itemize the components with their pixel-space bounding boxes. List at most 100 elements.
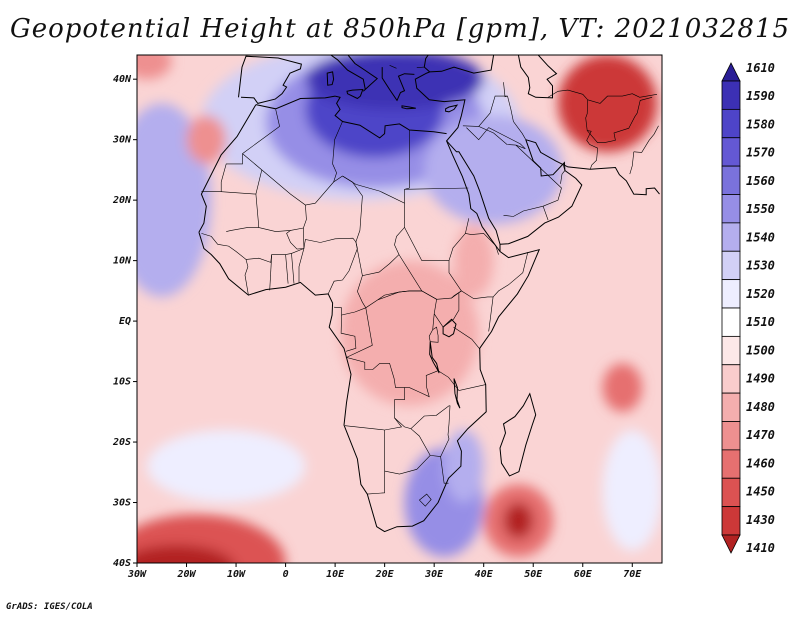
border-segment-16	[492, 252, 529, 298]
lon-tick-label: 10W	[227, 569, 246, 580]
caspian-outline	[517, 55, 558, 99]
border-segment-47	[560, 163, 566, 184]
lat-tick-label: EQ	[119, 316, 131, 327]
coastline-nw-line	[334, 95, 447, 139]
border-segment-27	[344, 307, 405, 431]
lake-tanganyika-outline	[429, 341, 440, 374]
border-segment-45	[515, 144, 562, 221]
colorbar-segment	[721, 194, 741, 224]
italy-line	[322, 55, 379, 92]
crete-outline	[401, 105, 416, 110]
colorbar-label: 1610	[746, 61, 775, 75]
colorbar-label: 1560	[746, 174, 775, 188]
colorbar-segment	[721, 506, 741, 536]
lon-tick-label: 50E	[524, 569, 543, 580]
contour-canary-low	[186, 115, 227, 164]
colorbar-segment	[721, 165, 741, 195]
border-segment-38	[440, 456, 449, 484]
map-frame	[136, 54, 663, 564]
colorbar-label: 1490	[746, 372, 775, 386]
border-segment-18	[201, 233, 249, 296]
border-segment-35	[410, 428, 441, 457]
map-axes: 30W 20W 10W 0 10E 20E 30E 40E 50E 60E 70E 40N 30N 20N…	[112, 74, 642, 580]
colorbar-segment	[721, 421, 741, 451]
lon-tick-label: 20E	[375, 569, 395, 580]
colorbar: 1610 1590 1580 1570 1560 1550 1540 1530 1520 1510…	[721, 61, 775, 555]
border-segment-39	[419, 493, 432, 507]
coastline-n-line	[255, 95, 336, 110]
colorbar-segment	[721, 279, 741, 309]
contour-central-africa-low	[340, 260, 479, 406]
red-sea-inner-line	[446, 140, 501, 252]
lat-tick-label: 40S	[113, 558, 131, 569]
border-segment-11	[404, 187, 469, 190]
lat-tick-label: 10S	[113, 377, 131, 388]
border-segment-5	[258, 204, 307, 232]
lon-tick-label: 30W	[127, 569, 147, 580]
coastline-w-line	[198, 104, 257, 233]
border-segment-20	[269, 254, 272, 291]
colorbar-segment	[721, 80, 741, 110]
contour-mediterranean-high	[305, 55, 484, 110]
sardinia-outline	[326, 71, 335, 86]
border-segment-7	[303, 175, 363, 249]
lat-tick-label: 30S	[112, 498, 131, 509]
border-segment-44	[478, 126, 526, 149]
colorbar-segment	[721, 392, 741, 422]
border-segment-41	[466, 127, 526, 149]
cyprus-outline	[445, 104, 459, 113]
colorbar-segment	[721, 108, 741, 139]
border-segment-53	[629, 151, 635, 175]
colorbar-label: 1580	[746, 117, 775, 131]
contour-iran-low	[557, 55, 658, 152]
colorbar-bottom-arrow	[721, 534, 741, 554]
colorbar-segment	[721, 137, 741, 167]
border-segment-30	[430, 326, 439, 343]
colorbar-segment	[721, 364, 741, 394]
colorbar-label: 1470	[746, 428, 775, 442]
arabia-east-line	[499, 139, 583, 245]
coastline-line	[198, 55, 541, 533]
lat-tick-label: 40N	[113, 74, 132, 85]
border-segment-22	[291, 253, 295, 284]
greece-line	[381, 67, 415, 102]
contour-nw-corner-low	[137, 55, 172, 80]
border-segment-49	[586, 97, 653, 143]
colorbar-label: 1590	[746, 89, 775, 103]
lake-malawi-outline	[453, 378, 461, 409]
lon-tick-label: 40E	[475, 569, 494, 580]
border-segment-55	[389, 65, 397, 69]
border-segment-40	[462, 95, 508, 127]
colorbar-label: 1480	[746, 400, 775, 414]
border-segment-42	[507, 96, 527, 140]
colorbar-label: 1430	[746, 513, 775, 527]
border-segment-37	[384, 455, 431, 475]
lat-tick-label: 30N	[112, 135, 132, 146]
border-segment-50	[587, 93, 658, 104]
lon-tick-label: 20W	[176, 569, 196, 580]
iberia-line	[238, 55, 302, 104]
contour-sw-atlantic-low-core	[137, 544, 235, 563]
border-segment-48	[585, 99, 598, 170]
map-plot-area	[137, 55, 662, 563]
border-segment-51	[547, 89, 588, 100]
colorbar-segment	[721, 335, 741, 366]
contour-mozambique-high	[444, 429, 484, 503]
colorbar-label: 1530	[746, 259, 775, 273]
madagascar-outline	[499, 392, 537, 477]
contour-indian-ocean-low	[602, 363, 643, 412]
border-segment-24	[327, 241, 358, 295]
border-segment-23	[298, 248, 305, 283]
contour-se-indian-high	[602, 429, 662, 551]
border-segment-26	[340, 314, 357, 352]
contour-ethiopia-low	[453, 224, 494, 297]
border-segment-21	[285, 254, 289, 284]
contour-arabia-high	[424, 115, 563, 225]
border-segment-32	[437, 370, 486, 391]
border-segment-28	[377, 290, 437, 342]
border-segment-1	[242, 109, 280, 154]
colorbar-label: 1450	[746, 485, 775, 499]
colorbar-segment	[721, 250, 741, 281]
border-segment-17	[465, 233, 499, 255]
lake-victoria-outline	[442, 318, 457, 338]
